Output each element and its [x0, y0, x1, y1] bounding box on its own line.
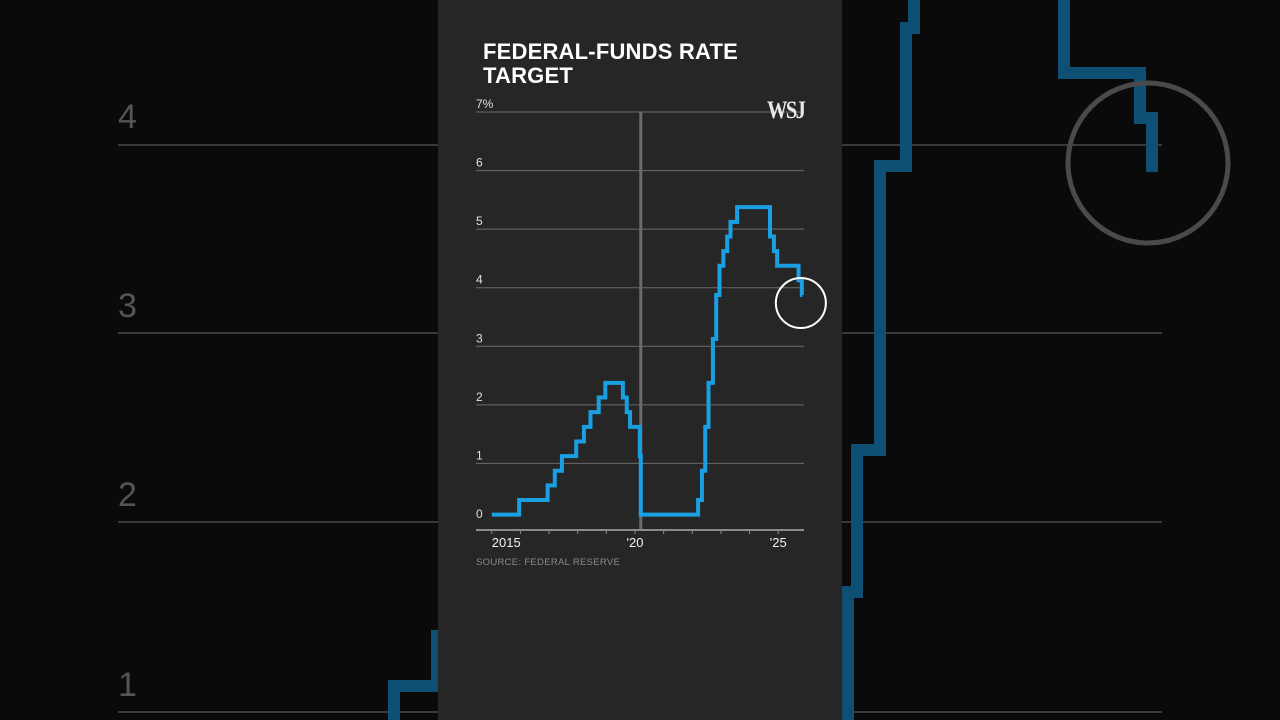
y-tick-label: 6	[476, 156, 483, 170]
y-tick-label: 5	[476, 214, 483, 228]
y-tick-label: 0	[476, 507, 483, 521]
bg-rate-line-right	[842, 0, 920, 720]
bg-rate-line-right-end	[1058, 0, 1158, 172]
bg-axis-label: 1	[118, 666, 137, 704]
wsj-logo: WSJ	[767, 97, 806, 124]
y-tick-label: 3	[476, 331, 483, 345]
rate-step-line	[491, 205, 804, 517]
x-tick-label: 2015	[492, 535, 521, 550]
y-tick-label: 2	[476, 390, 483, 404]
chart-source: SOURCE: FEDERAL RESERVE	[476, 557, 621, 568]
bg-axis-label: 4	[118, 98, 137, 136]
y-tick-label: 7%	[476, 97, 494, 111]
x-tick-label: '20	[627, 535, 644, 550]
y-tick-label: 4	[476, 273, 483, 287]
y-tick-label: 1	[476, 448, 483, 462]
annotation-circle	[774, 277, 827, 330]
x-tick-label: '25	[770, 535, 787, 550]
bg-annotation-circle	[1065, 80, 1231, 246]
chart-title: FEDERAL-FUNDS RATE TARGET	[483, 39, 738, 88]
bg-axis-label: 3	[118, 287, 137, 325]
bg-axis-label: 2	[118, 476, 137, 514]
